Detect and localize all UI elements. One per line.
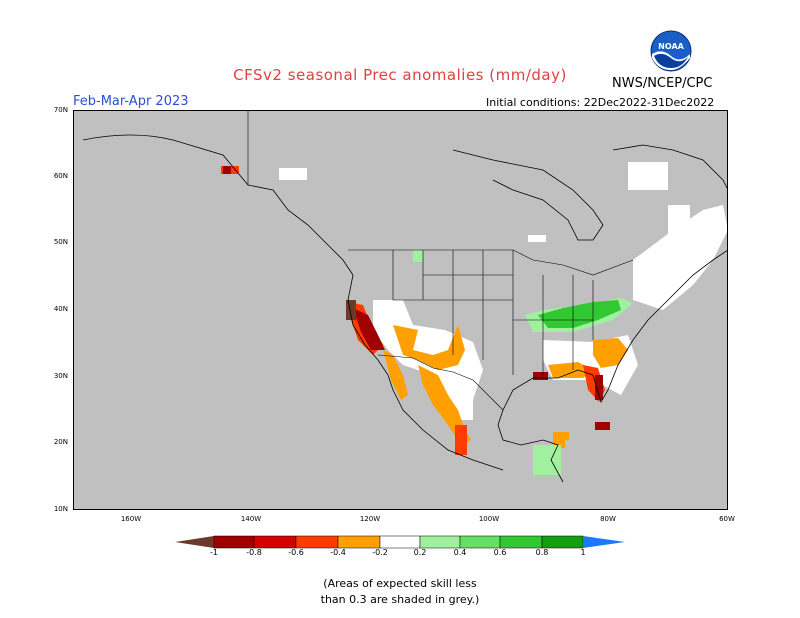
lat-label-20n: 20N: [53, 438, 68, 446]
political-boundaries: [247, 110, 634, 411]
dry-light-baja: [383, 350, 408, 400]
dry-light-southwest: [393, 325, 465, 370]
colorbar-bin-6: [419, 535, 461, 549]
dry-light-carib: [553, 440, 565, 448]
coast-hudson: [452, 149, 604, 241]
wet-light-idaho: [413, 250, 423, 262]
colorbar-label-02: 0.2: [413, 548, 427, 557]
colorbar-bin-2: [253, 535, 297, 549]
border-us-mexico: [377, 354, 504, 411]
colorbar-label-neg08: -0.8: [246, 548, 262, 557]
wet-mod-ohio-valley: [538, 300, 621, 328]
colorbar-lt-min: [175, 536, 214, 548]
colorbar-bin-3: [295, 535, 339, 549]
dry-light-cuba: [553, 432, 569, 440]
noaa-logo: NOAA: [650, 30, 692, 72]
dry-strong-california: [353, 308, 385, 350]
coast-alaska: [82, 134, 354, 276]
colorbar-bin-8: [499, 535, 543, 549]
neutral-area-northeast: [633, 205, 728, 310]
agency-label: NWS/NCEP/CPC: [612, 76, 713, 91]
lon-label-60w: 60W: [719, 515, 735, 523]
coast-west-us: [347, 274, 504, 471]
colorbar-bin-9: [541, 535, 584, 549]
state-lines: [392, 250, 594, 375]
neutral-area-yukon: [279, 168, 307, 180]
coastlines: [82, 134, 729, 483]
initial-conditions-label: Initial conditions: 22Dec2022-31Dec2022: [486, 96, 715, 109]
neutral-area-labrador: [628, 162, 668, 190]
dry-light-georgia: [593, 338, 628, 368]
dry-strong-texas: [533, 372, 548, 380]
neutral-area-quebec: [668, 205, 690, 245]
lat-label-70n: 70N: [53, 106, 68, 114]
noaa-logo-icon: NOAA: [650, 30, 692, 72]
lon-label-160w: 160W: [120, 515, 142, 523]
dry-strong-alaska: [223, 166, 231, 174]
coast-mexico-east: [497, 409, 564, 483]
skill-note-line1: (Areas of expected skill less: [323, 577, 477, 590]
lon-label-100w: 100W: [478, 515, 500, 523]
colorbar-label-04: 0.4: [453, 548, 467, 557]
colorbar-bin-5: [379, 535, 421, 549]
colorbar-label-1: 1: [580, 548, 586, 557]
skill-note-line2: than 0.3 are shaded in grey.): [320, 593, 480, 606]
lat-label-40n: 40N: [53, 305, 68, 313]
lat-label-60n: 60N: [53, 172, 68, 180]
colorbar-bin-1: [213, 535, 255, 549]
skill-note: (Areas of expected skill less than 0.3 a…: [0, 576, 800, 608]
colorbar-bin-4: [337, 535, 381, 549]
dry-anomaly-strong: [223, 166, 610, 430]
dry-mod-mexico: [455, 425, 467, 455]
neutral-area-bc: [528, 235, 546, 242]
lat-label-50n: 50N: [53, 238, 68, 246]
colorbar-svg: [175, 535, 625, 549]
colorbar-label-neg1: -1: [210, 548, 218, 557]
colorbar-gt-max: [583, 536, 625, 548]
map-frame: [73, 110, 728, 510]
lon-label-140w: 140W: [240, 515, 262, 523]
wet-anomaly-moderate: [538, 300, 621, 328]
logo-text: NOAA: [658, 42, 684, 51]
precip-anomaly-map: [73, 110, 729, 514]
map-title: CFSv2 seasonal Prec anomalies (mm/day): [233, 66, 567, 84]
lon-label-120w: 120W: [359, 515, 381, 523]
dry-anomaly-light: [383, 325, 628, 448]
dry-strong-florida: [595, 375, 603, 400]
lat-label-10n: 10N: [53, 505, 68, 513]
coast-gulf: [502, 304, 664, 411]
dry-anomaly-extreme: [346, 300, 356, 320]
dry-strong-cuba: [595, 422, 610, 430]
colorbar-bin-7: [459, 535, 501, 549]
colorbar-label-neg06: -0.6: [288, 548, 304, 557]
map-canvas: [73, 110, 729, 510]
coast-labrador: [612, 144, 729, 191]
colorbar-label-neg02: -0.2: [372, 548, 388, 557]
lon-label-80w: 80W: [600, 515, 616, 523]
coast-east: [662, 249, 729, 306]
season-label: Feb-Mar-Apr 2023: [73, 94, 189, 109]
colorbar: [170, 534, 630, 553]
lat-label-30n: 30N: [53, 372, 68, 380]
colorbar-label-06: 0.6: [493, 548, 507, 557]
colorbar-label-08: 0.8: [535, 548, 549, 557]
colorbar-label-neg04: -0.4: [330, 548, 346, 557]
dry-light-florida-south: [548, 362, 593, 378]
border-us-canada: [247, 110, 634, 276]
